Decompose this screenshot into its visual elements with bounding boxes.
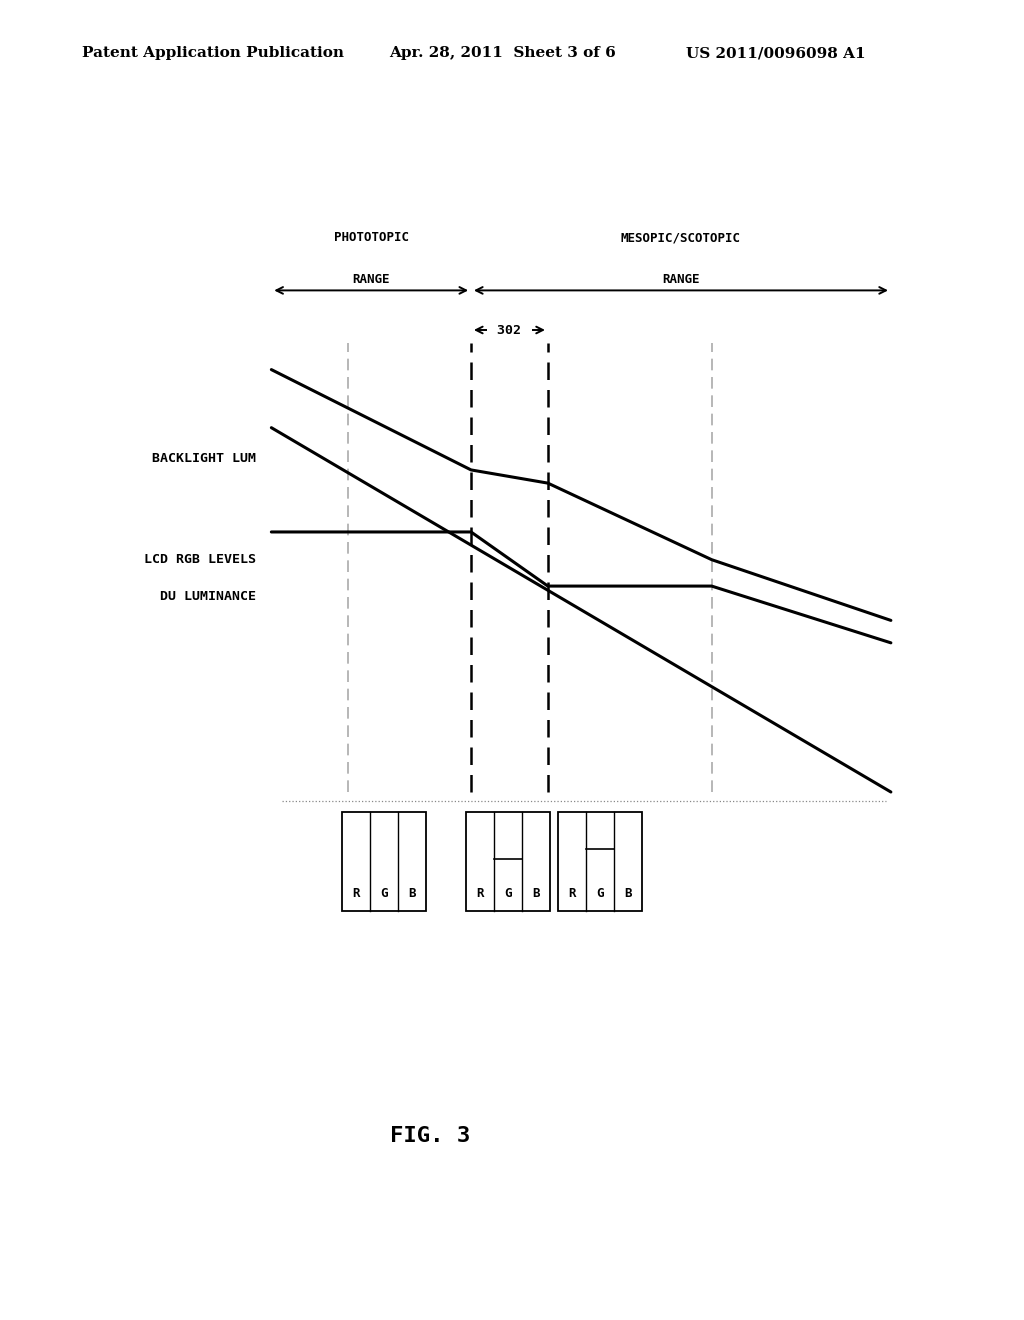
Text: G: G xyxy=(596,887,604,900)
Text: R: R xyxy=(568,887,575,900)
Text: Apr. 28, 2011  Sheet 3 of 6: Apr. 28, 2011 Sheet 3 of 6 xyxy=(389,46,615,61)
Text: Patent Application Publication: Patent Application Publication xyxy=(82,46,344,61)
Text: DU LUMINANCE: DU LUMINANCE xyxy=(160,590,256,603)
Text: G: G xyxy=(504,887,512,900)
Text: BACKLIGHT LUM: BACKLIGHT LUM xyxy=(152,451,256,465)
Bar xyxy=(558,812,642,911)
Text: G: G xyxy=(380,887,388,900)
Text: B: B xyxy=(625,887,632,900)
Text: FIG. 3: FIG. 3 xyxy=(390,1126,470,1146)
Text: RANGE: RANGE xyxy=(663,273,699,286)
Text: R: R xyxy=(476,887,483,900)
Text: LCD RGB LEVELS: LCD RGB LEVELS xyxy=(144,553,256,565)
Text: MESOPIC/SCOTOPIC: MESOPIC/SCOTOPIC xyxy=(621,231,741,244)
Bar xyxy=(342,812,426,911)
Text: R: R xyxy=(352,887,359,900)
Bar xyxy=(466,812,550,911)
Text: 302: 302 xyxy=(489,323,529,337)
Text: RANGE: RANGE xyxy=(352,273,390,286)
Text: B: B xyxy=(532,887,540,900)
Text: US 2011/0096098 A1: US 2011/0096098 A1 xyxy=(686,46,865,61)
Text: PHOTOTOPIC: PHOTOTOPIC xyxy=(334,231,409,244)
Text: B: B xyxy=(409,887,416,900)
